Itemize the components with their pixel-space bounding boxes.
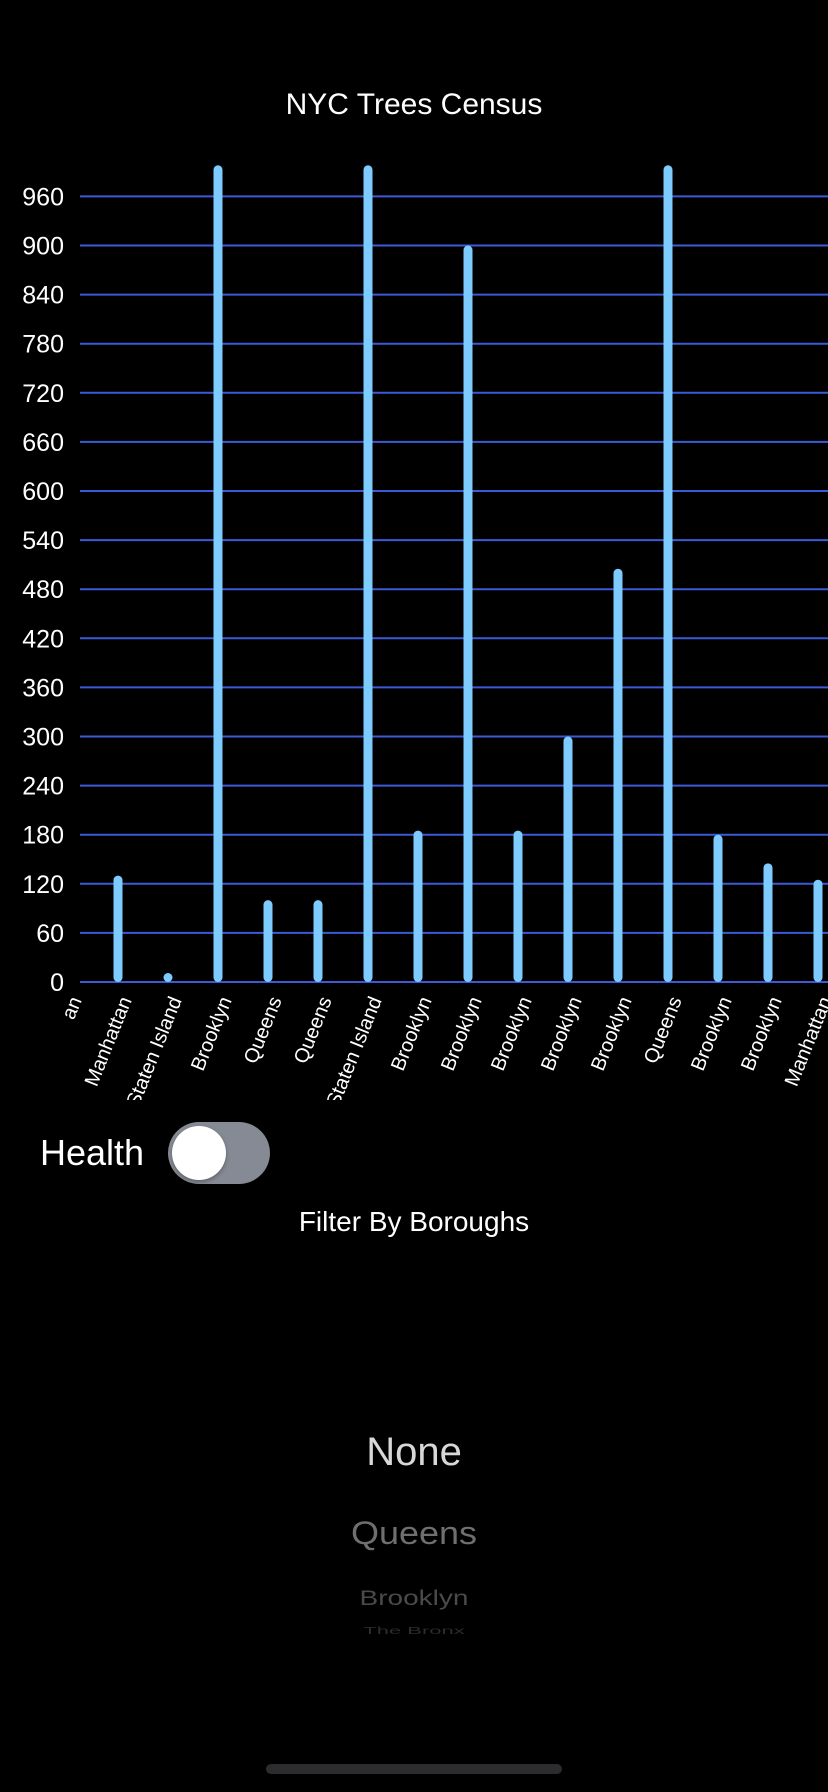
y-tick-label: 600 (22, 478, 64, 506)
y-tick-label: 240 (22, 773, 64, 801)
y-tick-label: 900 (22, 233, 64, 261)
x-tick-label: Brooklyn (387, 994, 437, 1074)
x-tick-label: Brooklyn (437, 994, 487, 1074)
bar (713, 834, 723, 982)
health-toggle[interactable] (168, 1122, 271, 1184)
y-tick-label: 60 (36, 920, 64, 948)
x-tick-label-partial: an (58, 994, 87, 1023)
y-tick-label: 720 (22, 380, 64, 408)
x-tick-label: Manhattan (781, 994, 828, 1090)
y-tick-label: 780 (22, 331, 64, 359)
picker-option-the-bronx[interactable]: The Bronx (363, 1625, 465, 1637)
bar-chart-svg: 0 60 120 180 240 300 360 420 480 540 600 660 720 780 8… (22, 165, 828, 1100)
bar (113, 875, 123, 982)
y-tick-label: 420 (22, 625, 64, 653)
y-tick-label: 480 (22, 576, 64, 604)
home-indicator[interactable] (266, 1764, 562, 1774)
bar (313, 900, 323, 982)
x-tick-label: Brooklyn (187, 994, 237, 1074)
bar (563, 736, 573, 982)
y-tick-label: 540 (22, 527, 64, 555)
bar (763, 863, 773, 982)
x-tick-label: Manhattan (81, 994, 137, 1090)
bar (513, 830, 523, 982)
x-tick-label: Queens (290, 994, 337, 1067)
y-tick-label: 120 (22, 871, 64, 899)
toggle-knob (172, 1126, 227, 1180)
x-tick-label: Brooklyn (687, 994, 737, 1074)
borough-picker[interactable]: None Queens Brooklyn The Bronx (0, 1420, 828, 1640)
bar-chart: 0 60 120 180 240 300 360 420 480 540 600 660 720 780 8… (0, 140, 828, 1100)
y-tick-label: 660 (22, 429, 64, 457)
health-row: Health (40, 1122, 271, 1184)
y-tick-label: 0 (50, 969, 64, 997)
bar (813, 879, 823, 982)
x-tick-label: Queens (640, 994, 687, 1067)
bar (213, 165, 223, 982)
health-label: Health (40, 1132, 145, 1173)
x-tick-label: Brooklyn (487, 994, 537, 1074)
picker-option-none[interactable]: None (366, 1430, 462, 1474)
picker-option-queens[interactable]: Queens (350, 1514, 478, 1551)
bar (413, 830, 423, 982)
y-tick-label: 840 (22, 282, 64, 310)
filter-by-boroughs-label: Filter By Boroughs (298, 1206, 530, 1237)
y-tick-label: 360 (22, 674, 64, 702)
bar (263, 900, 273, 982)
picker-option-brooklyn[interactable]: Brooklyn (359, 1586, 469, 1610)
x-tick-label: Queens (240, 994, 287, 1067)
x-tick-label: Brooklyn (737, 994, 787, 1074)
bar (163, 973, 173, 982)
x-tick-label: Brooklyn (537, 994, 587, 1074)
y-tick-label: 180 (22, 822, 64, 850)
bar (363, 165, 373, 982)
chart-title: NYC Trees Census (285, 88, 543, 121)
bar (663, 165, 673, 982)
y-tick-label: 300 (22, 724, 64, 752)
bar (613, 568, 623, 982)
y-tick-label: 960 (22, 183, 64, 211)
bar (463, 245, 473, 982)
x-tick-label: Brooklyn (587, 994, 637, 1074)
